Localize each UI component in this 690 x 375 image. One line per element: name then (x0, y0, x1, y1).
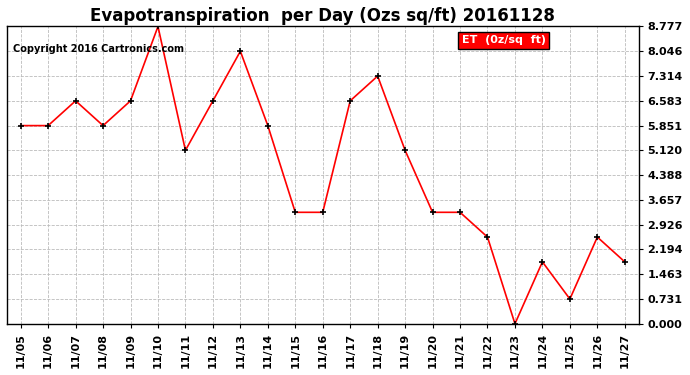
Title: Evapotranspiration  per Day (Ozs sq/ft) 20161128: Evapotranspiration per Day (Ozs sq/ft) 2… (90, 7, 555, 25)
Text: Copyright 2016 Cartronics.com: Copyright 2016 Cartronics.com (13, 44, 184, 54)
Text: ET  (0z/sq  ft): ET (0z/sq ft) (462, 35, 546, 45)
